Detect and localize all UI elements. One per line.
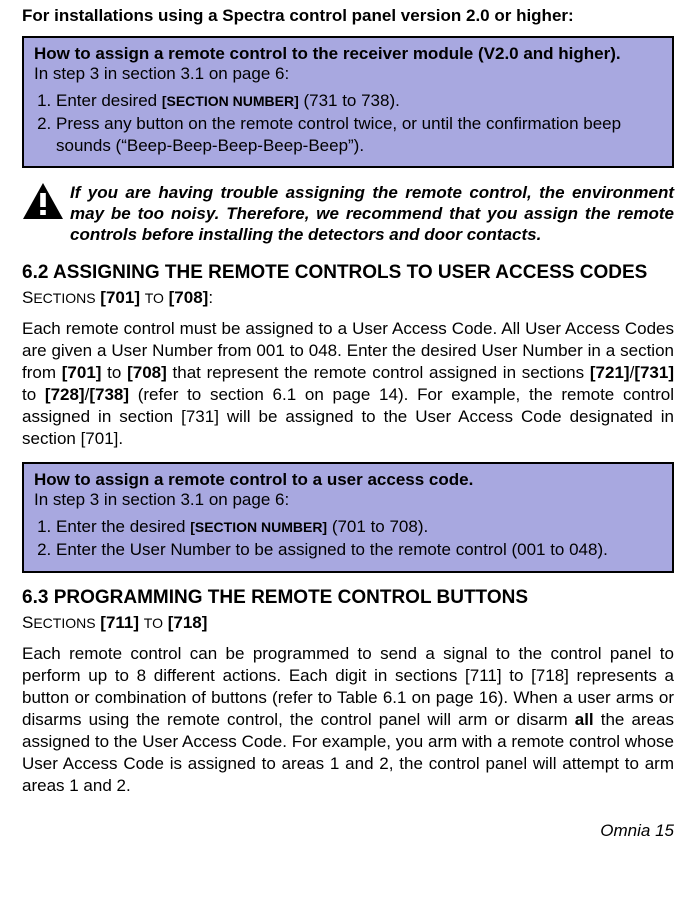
callout1-step-2: Press any button on the remote control t… [56, 113, 662, 156]
callout2-step1-post: (701 to 708). [327, 517, 428, 536]
section63-sub-711: [711] [96, 613, 144, 632]
s62-p-b5: [728] [45, 385, 85, 404]
callout2-step1-pre: Enter the desired [56, 517, 190, 536]
callout2-step1-section-number: [SECTION NUMBER] [190, 519, 327, 535]
section-6-3-body: Each remote control can be programmed to… [22, 643, 674, 798]
callout1-step1-pre: Enter desired [56, 91, 162, 110]
section-6-2-body: Each remote control must be assigned to … [22, 318, 674, 451]
s62-p-m3: to [22, 385, 45, 404]
callout2-step-2: Enter the User Number to be assigned to … [56, 539, 662, 560]
callout1-step1-post: (731 to 738). [299, 91, 400, 110]
section63-sub-to: TO [144, 615, 163, 631]
intro-heading: For installations using a Spectra contro… [22, 6, 674, 26]
s62-p-m2: that represent the remote control assign… [167, 363, 590, 382]
callout1-step-1: Enter desired [SECTION NUMBER] (731 to 7… [56, 90, 662, 111]
s62-p-b2: [708] [127, 363, 167, 382]
section63-sub-s: S [22, 613, 33, 632]
section-6-2-sub: SECTIONS [701] TO [708]: [22, 288, 674, 308]
callout1-steps: Enter desired [SECTION NUMBER] (731 to 7… [34, 90, 662, 156]
section62-sub-708: [708] [164, 288, 208, 307]
s62-p-b3: [721] [590, 363, 630, 382]
warning-text: If you are having trouble assigning the … [70, 182, 674, 246]
section-6-2-heading: 6.2 ASSIGNING THE REMOTE CONTROLS TO USE… [22, 262, 674, 284]
page-root: For installations using a Spectra contro… [0, 0, 696, 853]
section63-sub-718: [718] [163, 613, 207, 632]
section-6-3-sub: SECTIONS [711] TO [718] [22, 613, 674, 633]
section62-sub-701: [701] [96, 288, 145, 307]
section62-sub-s: S [22, 288, 33, 307]
section62-sub-colon: : [208, 288, 213, 307]
callout2-steps: Enter the desired [SECTION NUMBER] (701 … [34, 516, 662, 561]
callout1-title: How to assign a remote control to the re… [34, 44, 662, 64]
section62-sub-to: TO [145, 290, 164, 306]
section63-sub-ections: ECTIONS [33, 615, 95, 631]
callout2-sub: In step 3 in section 3.1 on page 6: [34, 490, 662, 510]
warning-icon [22, 182, 64, 220]
s62-p-m1: to [101, 363, 127, 382]
section62-sub-ections: ECTIONS [33, 290, 95, 306]
section-6-3-heading: 6.3 PROGRAMMING THE REMOTE CONTROL BUTTO… [22, 587, 674, 609]
warning-note: If you are having trouble assigning the … [22, 182, 674, 246]
callout-assign-user-code: How to assign a remote control to a user… [22, 462, 674, 573]
callout2-step-1: Enter the desired [SECTION NUMBER] (701 … [56, 516, 662, 537]
s62-p-b1: [701] [62, 363, 102, 382]
callout1-step1-section-number: [SECTION NUMBER] [162, 93, 299, 109]
s62-p-b4: [731] [634, 363, 674, 382]
s63-p-bold: all [575, 710, 594, 729]
callout-assign-receiver: How to assign a remote control to the re… [22, 36, 674, 168]
page-footer: Omnia 15 [22, 821, 674, 841]
s62-p-b6: [738] [89, 385, 129, 404]
callout1-sub: In step 3 in section 3.1 on page 6: [34, 64, 662, 84]
callout2-title: How to assign a remote control to a user… [34, 470, 662, 490]
